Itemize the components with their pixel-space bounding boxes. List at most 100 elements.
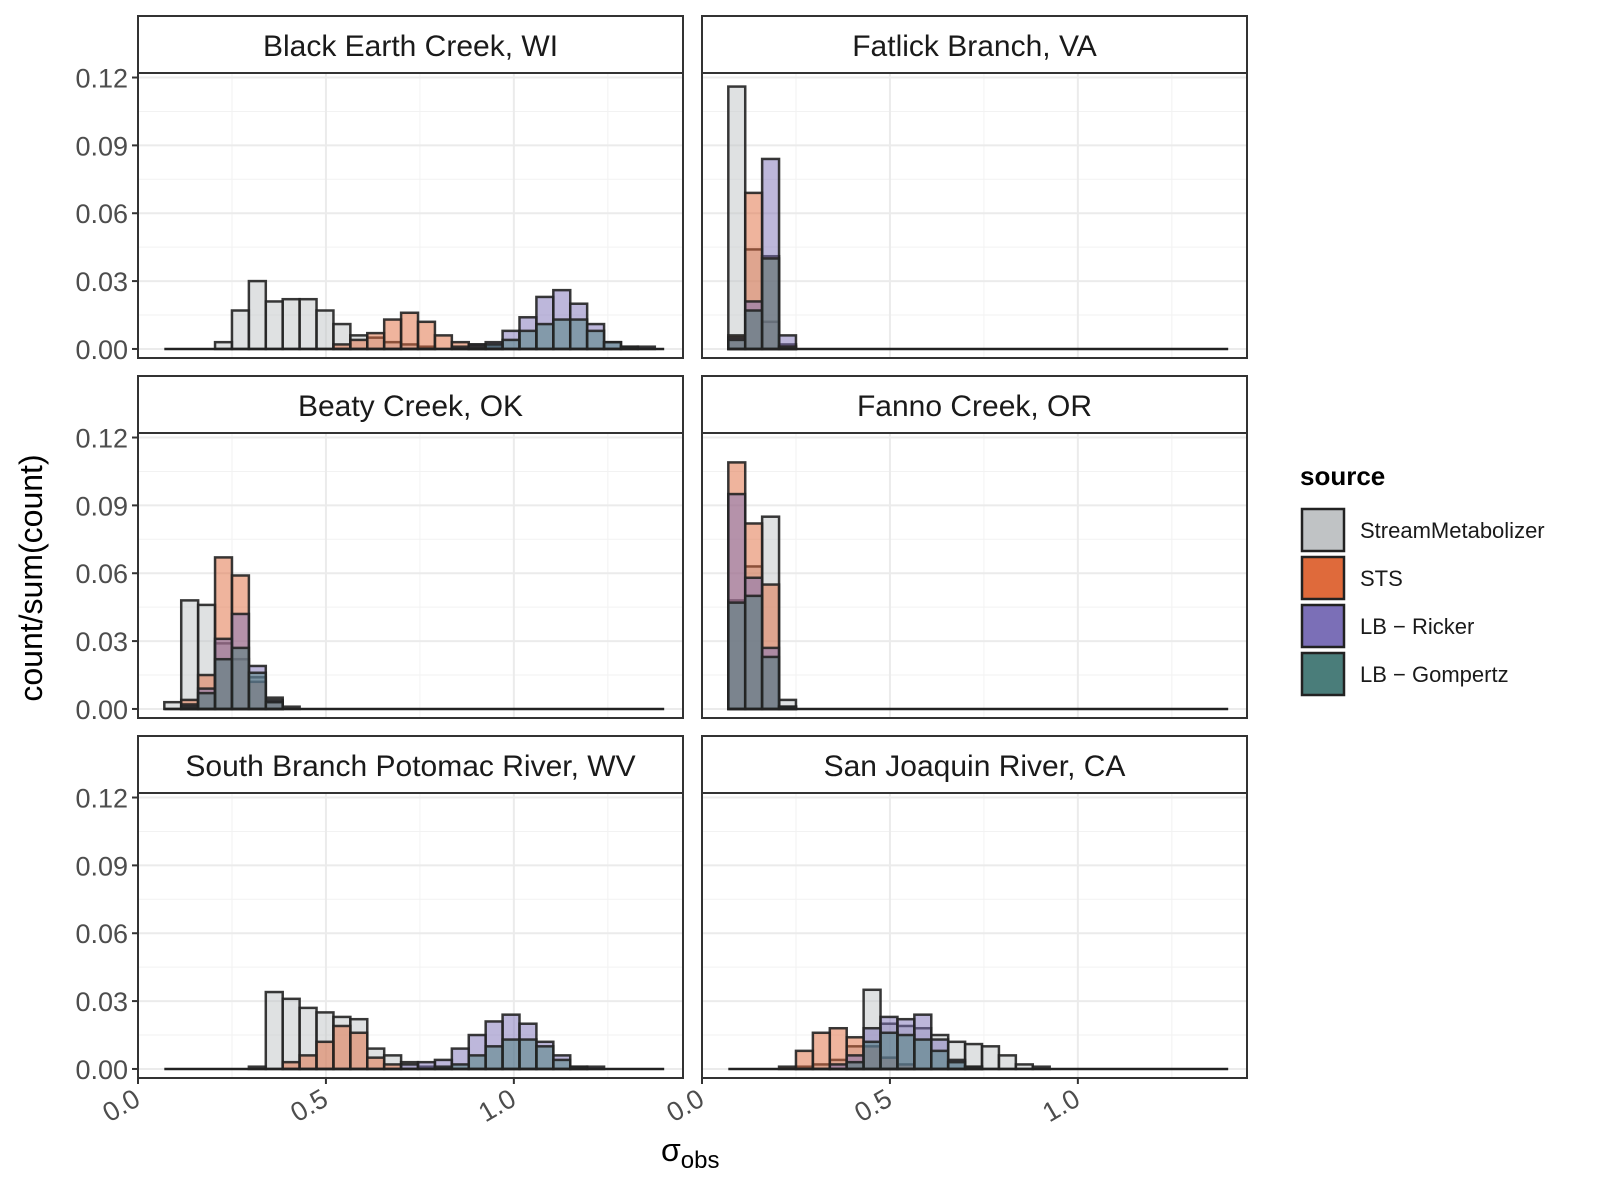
facet-title: Fatlick Branch, VA (852, 30, 1097, 63)
histogram-bar (230, 646, 251, 711)
panel-background (702, 73, 1247, 358)
facet-panel: Black Earth Creek, WI 0.00 0.03 0.06 0.09 0.1… (75, 15, 684, 365)
facet-panel: Fanno Creek, OR (701, 375, 1248, 719)
histogram-bar (264, 300, 284, 351)
facet-strip (137, 735, 684, 794)
histogram-bar (811, 1031, 832, 1071)
histogram-bar (230, 309, 251, 351)
histogram-bar (315, 1040, 335, 1071)
histogram-bar (743, 309, 764, 351)
panel-border (137, 432, 684, 719)
histogram-bar (281, 297, 301, 351)
x-tick-label: 0.0 (97, 1083, 145, 1128)
histogram-bar (484, 1045, 504, 1071)
panel-border (701, 72, 1248, 359)
y-tick-label: 0.03 (75, 987, 128, 1017)
histogram-bar (349, 338, 369, 351)
x-axis-title-subscript: obs (681, 1147, 720, 1174)
x-tick-label: 1.0 (1037, 1083, 1085, 1128)
facet-panel: South Branch Potomac River, WV 0.00 0.03 0.… (75, 735, 684, 1128)
facet-panel: Fatlick Branch, VA (701, 15, 1248, 359)
histogram-bar (535, 322, 555, 351)
y-tick-label: 0.06 (75, 559, 128, 589)
facet-strip (137, 375, 684, 434)
histogram-bar (467, 1054, 487, 1071)
series-lb-gompertz (845, 1031, 984, 1071)
histogram-bar (247, 279, 268, 351)
y-tick-label: 0.03 (75, 267, 128, 297)
series-lb-gompertz (727, 594, 798, 711)
histogram-bar (585, 329, 606, 351)
legend-item: LB − Gompertz (1300, 651, 1509, 697)
panel-background (702, 793, 1247, 1078)
histogram-bar (315, 309, 335, 351)
legend-label: StreamMetabolizer (1360, 518, 1545, 543)
y-tick-label: 0.12 (75, 424, 128, 454)
y-tick-label: 0.09 (75, 851, 128, 881)
histogram-bar (501, 1038, 521, 1071)
panel-border (137, 72, 684, 359)
legend-item: LB − Ricker (1300, 603, 1474, 649)
x-tick-label: 1.0 (473, 1083, 521, 1128)
histogram-bar (298, 1054, 318, 1071)
histogram-bar (568, 318, 589, 351)
series-lb-gompertz (433, 1038, 589, 1071)
panel-background (138, 793, 683, 1078)
histogram-bar (213, 657, 234, 711)
histogram-bar (366, 331, 386, 351)
panel-border (701, 792, 1248, 1079)
histogram-bar (760, 257, 781, 351)
facet-title: Black Earth Creek, WI (263, 30, 558, 63)
histogram-bar (552, 1058, 572, 1071)
facet-title: San Joaquin River, CA (824, 750, 1126, 783)
histogram-bar (794, 1049, 815, 1071)
histogram-bar (535, 1045, 555, 1071)
histogram-bar (399, 311, 420, 351)
facet-title: South Branch Potomac River, WV (185, 750, 635, 783)
series-lb-gompertz (179, 646, 284, 711)
histogram-bar (997, 1054, 1018, 1071)
histogram-bar (416, 320, 437, 351)
legend-item: STS (1300, 555, 1403, 601)
y-tick-label: 0.00 (75, 695, 128, 725)
histogram-bar (828, 1026, 848, 1071)
histogram-bar (930, 1049, 950, 1071)
x-tick-label: 0.0 (661, 1083, 709, 1128)
y-tick-label: 0.06 (75, 199, 128, 229)
histogram-bar (743, 594, 764, 711)
facet-strip (137, 15, 684, 74)
svg-text:σobs: σobs (661, 1132, 719, 1174)
y-tick-label: 0.12 (75, 64, 128, 94)
panel-border (137, 792, 684, 1079)
histogram-bar (196, 691, 217, 711)
histogram-bar (179, 599, 200, 711)
series-lb-gompertz (467, 318, 640, 351)
histogram-bar (913, 1038, 933, 1071)
histogram-bar (727, 601, 747, 711)
histogram-bar (760, 655, 781, 711)
histogram-bar (896, 1033, 916, 1071)
facet-panel: San Joaquin River, CA 0.0 0.5 1.0 (661, 735, 1248, 1128)
x-axis-title-main: σ (661, 1132, 681, 1168)
panel-background (138, 73, 683, 358)
legend-label: LB − Ricker (1360, 614, 1474, 639)
x-tick-label: 0.5 (849, 1083, 897, 1128)
histogram-bar (980, 1045, 1001, 1071)
histogram-bar (727, 85, 747, 351)
histogram-bar (879, 1031, 899, 1071)
panel-border (701, 432, 1248, 719)
facet-title: Beaty Creek, OK (298, 390, 523, 423)
y-tick-label: 0.00 (75, 1055, 128, 1085)
y-tick-label: 0.12 (75, 784, 128, 814)
histogram-bar (247, 671, 268, 711)
histogram-bar (552, 318, 572, 351)
y-tick-label: 0.09 (75, 491, 128, 521)
histogram-bar (332, 1024, 352, 1071)
x-axis-title: σobs (661, 1132, 719, 1174)
legend-swatch (1300, 555, 1346, 601)
histogram-bar (281, 997, 301, 1071)
histogram-bar (433, 334, 454, 351)
histogram-bar (501, 338, 521, 351)
panel-background (702, 433, 1247, 718)
